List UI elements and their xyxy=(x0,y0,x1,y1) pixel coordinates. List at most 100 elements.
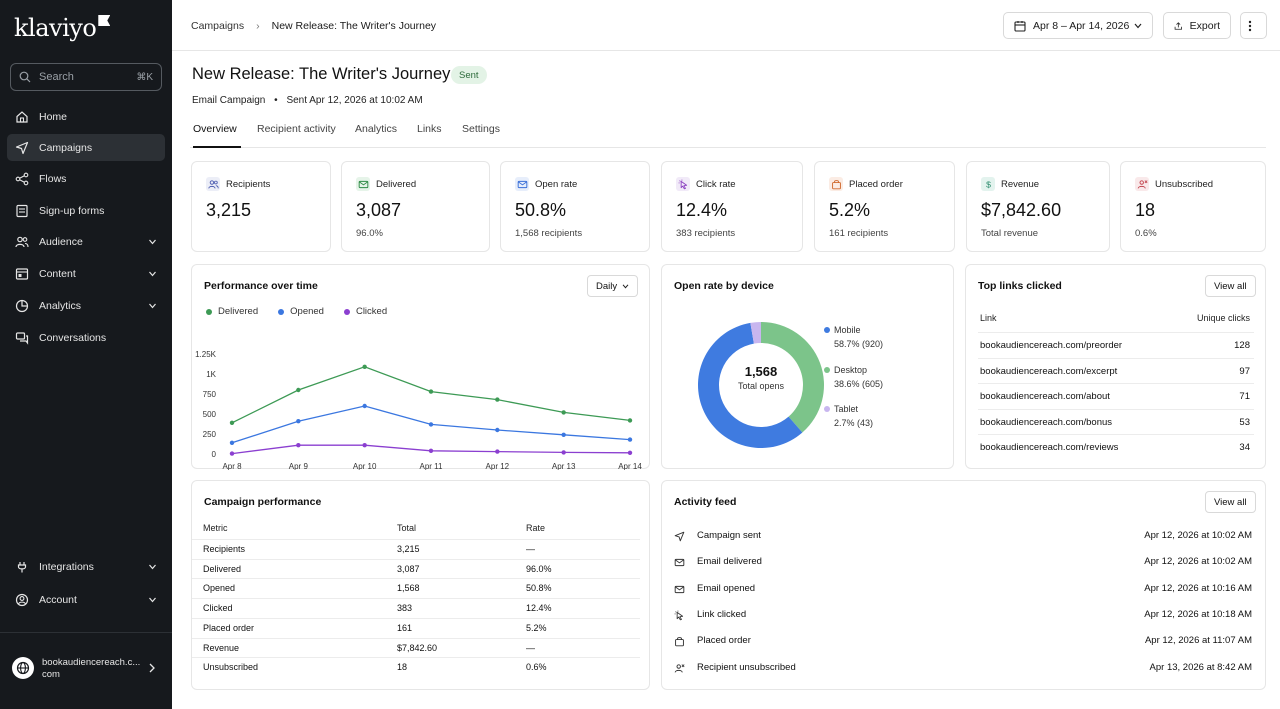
cell-total: 3,087 xyxy=(397,563,420,574)
campaign-subtitle: Email Campaign • Sent Apr 12, 2026 at 10… xyxy=(192,95,423,106)
activity-icon-wrap xyxy=(674,582,685,600)
donut-slice-mobile[interactable] xyxy=(698,322,803,448)
sidebar-item-conversations[interactable]: Conversations xyxy=(7,324,165,351)
row-divider xyxy=(192,598,640,600)
klaviyo-logo[interactable]: klaviyo xyxy=(14,14,111,42)
account-switcher[interactable]: bookaudiencereach.c...com xyxy=(0,632,172,709)
granularity-select[interactable]: Daily xyxy=(587,275,638,297)
tab-analytics[interactable]: Analytics xyxy=(355,123,398,135)
data-point-clicked[interactable] xyxy=(627,450,633,455)
kpi-icon-wrap xyxy=(676,177,690,191)
data-point-delivered[interactable] xyxy=(428,389,434,394)
donut-slice-desktop[interactable] xyxy=(761,322,824,433)
cell-metric: Opened xyxy=(203,583,236,594)
activity-icon-wrap xyxy=(674,555,685,573)
sidebar-item-label: Sign-up forms xyxy=(39,204,105,217)
kpi-card-open-rate: Open rate 50.8% 1,568 recipients xyxy=(500,161,650,252)
sidebar-item-analytics[interactable]: Analytics xyxy=(7,292,165,319)
data-point-opened[interactable] xyxy=(428,422,434,427)
date-range-button[interactable]: Apr 8 – Apr 14, 2026 xyxy=(1003,12,1153,39)
kpi-label: $ Revenue xyxy=(981,177,1039,191)
account-icon xyxy=(15,593,29,606)
data-point-opened[interactable] xyxy=(561,432,566,437)
link-url[interactable]: bookaudiencereach.com/bonus xyxy=(980,416,1113,428)
data-point-opened[interactable] xyxy=(627,437,633,442)
export-button[interactable]: Export xyxy=(1163,12,1231,39)
breadcrumb-campaigns[interactable]: Campaigns xyxy=(191,20,245,32)
y-tick-label: 250 xyxy=(203,430,217,439)
breadcrumb-current: New Release: The Writer's Journey xyxy=(271,20,437,32)
y-tick-label: 0 xyxy=(212,450,217,459)
series-line-delivered xyxy=(231,366,631,424)
activity-event: Link clicked xyxy=(697,608,747,620)
data-point-clicked[interactable] xyxy=(362,443,367,448)
svg-text:$: $ xyxy=(986,179,991,189)
dollar-icon: $ xyxy=(986,179,991,189)
kpi-label: Unsubscribed xyxy=(1135,177,1213,191)
activity-time: Apr 12, 2026 at 10:02 AM xyxy=(1144,530,1252,541)
sidebar-item-content[interactable]: Content xyxy=(7,260,165,287)
sidebar-item-integrations[interactable]: Integrations xyxy=(7,553,165,580)
data-point-delivered[interactable] xyxy=(495,397,500,402)
legend-item-delivered[interactable]: Delivered xyxy=(206,306,258,317)
row-divider xyxy=(978,434,1254,435)
more-options-button[interactable] xyxy=(1240,12,1267,39)
col-rate: Rate xyxy=(526,523,546,533)
activity-row[interactable]: Email opened Apr 12, 2026 at 10:16 AM xyxy=(662,581,1267,601)
tab-links[interactable]: Links xyxy=(417,123,442,135)
legend-label: Opened xyxy=(290,306,324,317)
kpi-card-click-rate: Click rate 12.4% 383 recipients xyxy=(661,161,803,252)
legend-item-opened[interactable]: Opened xyxy=(278,306,324,317)
data-point-opened[interactable] xyxy=(229,440,235,445)
kpi-subtext: 383 recipients xyxy=(676,228,736,239)
activity-row[interactable]: Link clicked Apr 12, 2026 at 10:18 AM xyxy=(662,607,1267,627)
data-point-clicked[interactable] xyxy=(296,443,301,448)
data-point-opened[interactable] xyxy=(296,419,301,424)
link-url[interactable]: bookaudiencereach.com/about xyxy=(980,391,1110,402)
sidebar-item-sign-up-forms[interactable]: Sign-up forms xyxy=(7,197,165,224)
activity-row[interactable]: Email delivered Apr 12, 2026 at 10:02 AM xyxy=(662,554,1267,574)
activity-event: Email opened xyxy=(697,582,756,594)
sidebar-item-label: Campaigns xyxy=(39,141,93,154)
link-url[interactable]: bookaudiencereach.com/excerpt xyxy=(980,365,1118,377)
activity-row[interactable]: Placed order Apr 12, 2026 at 11:07 AM xyxy=(662,633,1267,653)
page-title: New Release: The Writer's Journey xyxy=(192,65,451,83)
data-point-opened[interactable] xyxy=(362,403,367,409)
top-links-view-all-button[interactable]: View all xyxy=(1205,275,1256,297)
data-point-clicked[interactable] xyxy=(495,449,500,454)
chevron-down-icon xyxy=(149,239,156,244)
activity-row[interactable]: Campaign sent Apr 12, 2026 at 10:02 AM xyxy=(662,528,1267,548)
link-url[interactable]: bookaudiencereach.com/reviews xyxy=(980,442,1119,453)
legend-item-clicked[interactable]: Clicked xyxy=(343,306,387,317)
tab-settings[interactable]: Settings xyxy=(462,123,500,135)
data-point-delivered[interactable] xyxy=(229,420,235,425)
data-point-delivered[interactable] xyxy=(296,387,301,393)
kpi-icon-wrap xyxy=(829,177,843,191)
kpi-value: 3,215 xyxy=(206,200,252,220)
mail-open-icon xyxy=(517,180,527,188)
tab-overview[interactable]: Overview xyxy=(193,123,241,148)
sidebar-item-home[interactable]: Home xyxy=(7,103,165,130)
sidebar-item-account[interactable]: Account xyxy=(7,586,165,613)
donut-slice-tablet[interactable] xyxy=(750,322,761,344)
data-point-delivered[interactable] xyxy=(362,364,367,369)
breadcrumb: Campaigns › New Release: The Writer's Jo… xyxy=(191,20,436,32)
data-point-clicked[interactable] xyxy=(561,450,566,455)
link-url[interactable]: bookaudiencereach.com/preorder xyxy=(980,340,1123,351)
activity-row[interactable]: Recipient unsubscribed Apr 13, 2026 at 8… xyxy=(662,660,1267,680)
data-point-clicked[interactable] xyxy=(229,451,235,456)
chevron-down-icon xyxy=(149,271,156,276)
main-content: New Release: The Writer's Journey Sent E… xyxy=(172,51,1280,709)
search-input[interactable]: Search ⌘K xyxy=(10,63,162,91)
activity-view-all-button[interactable]: View all xyxy=(1205,491,1256,513)
data-point-clicked[interactable] xyxy=(428,448,434,453)
sidebar-item-campaigns[interactable]: Campaigns xyxy=(7,134,165,161)
tab-recipient-activity[interactable]: Recipient activity xyxy=(257,123,336,135)
topbar: Campaigns › New Release: The Writer's Jo… xyxy=(172,0,1280,51)
data-point-opened[interactable] xyxy=(495,427,500,433)
data-point-delivered[interactable] xyxy=(627,418,633,423)
sidebar-item-flows[interactable]: Flows xyxy=(7,165,165,192)
data-point-delivered[interactable] xyxy=(561,410,566,415)
sidebar-item-audience[interactable]: Audience xyxy=(7,228,165,255)
kpi-icon-wrap xyxy=(1135,177,1149,191)
